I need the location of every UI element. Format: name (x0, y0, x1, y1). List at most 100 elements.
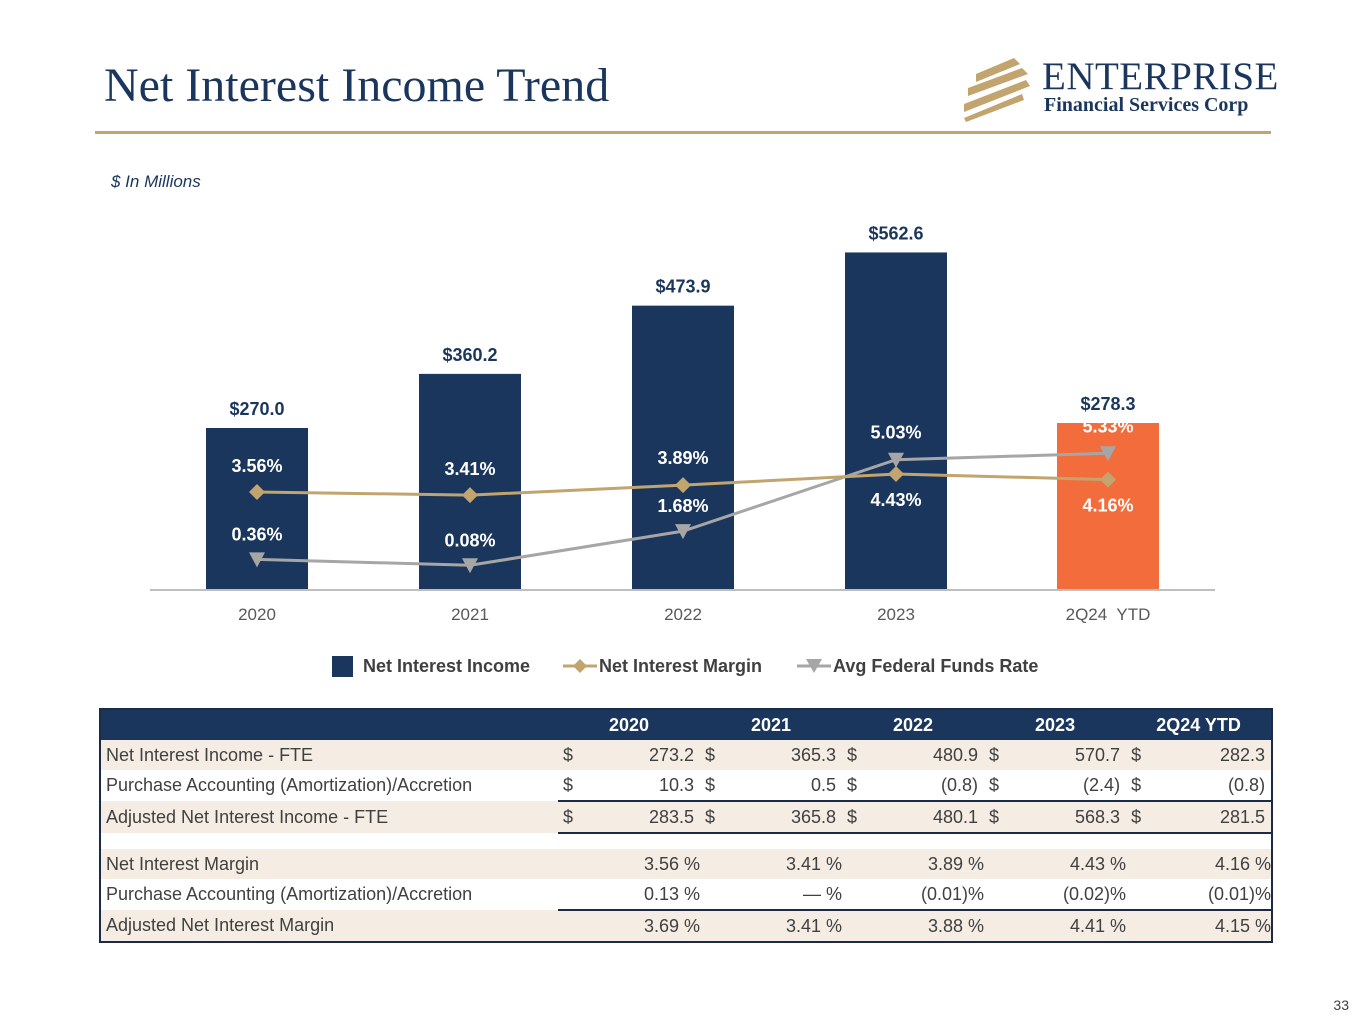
page-number: 33 (1333, 997, 1349, 1013)
data-label-net-interest-margin: 3.41% (444, 459, 495, 479)
table-row: Purchase Accounting (Amortization)/Accre… (100, 879, 1272, 910)
data-label-net-interest-margin: 4.16% (1082, 496, 1133, 516)
currency-symbol: $ (558, 740, 600, 770)
table-cell: 283.5 (600, 800, 701, 834)
legend-diamond-icon (563, 659, 597, 673)
table-header-2q24-ytd: 2Q24 YTD (1126, 709, 1273, 740)
nii-reconciliation-table: 2020 2021 2022 2023 2Q24 YTD Net Interes… (99, 708, 1274, 943)
data-label-avg-federal-funds-rate: 0.08% (444, 530, 495, 550)
table-cell: 281.5 (1168, 800, 1273, 834)
table-spacer-row (100, 833, 1272, 849)
table-cell: (0.8) (1228, 774, 1266, 795)
net-interest-income-chart: $270.0 $360.2 $473.9 $562.6 $278.3 2020 2021 20… (150, 223, 1215, 624)
point-avg-federal-funds-rate (888, 452, 904, 468)
table-cell: (0.01)% (1208, 883, 1272, 904)
table-cell: 4.41 % (984, 909, 1127, 942)
bar-net-interest-income (632, 305, 734, 590)
data-label-net-interest-margin: 3.89% (657, 448, 708, 468)
table-cell: 4.43 % (984, 849, 1127, 879)
row-label: Adjusted Net Interest Margin (100, 910, 558, 942)
bar-value-label: $270.0 (229, 399, 284, 419)
currency-symbol: $ (842, 740, 885, 770)
x-tick-label: 2Q24 YTD (1066, 605, 1151, 624)
point-net-interest-margin (462, 487, 478, 504)
chart-legend: Net Interest Income Net Interest Margin … (0, 652, 1365, 680)
point-net-interest-margin (888, 466, 904, 482)
table-cell: 480.1 (884, 800, 985, 834)
bar-value-label: $278.3 (1080, 394, 1135, 414)
logo-stripes-icon (964, 58, 1030, 122)
legend-item-net-interest-margin: Net Interest Margin (563, 652, 762, 680)
x-tick-label: 2022 (664, 605, 702, 624)
point-avg-federal-funds-rate (1100, 446, 1116, 462)
point-net-interest-margin (249, 484, 265, 500)
data-label-avg-federal-funds-rate: 5.03% (870, 423, 921, 443)
legend-label-net-interest-margin: Net Interest Margin (599, 655, 763, 676)
x-tick-label: 2023 (877, 605, 915, 624)
legend-item-net-interest-income: Net Interest Income (332, 652, 530, 680)
bar-value-label: $360.2 (442, 345, 497, 365)
bar-value-label: $562.6 (868, 223, 923, 243)
table-row: Net Interest Margin 3.56 % 3.41 % 3.89 %… (100, 849, 1273, 879)
table-header-row: 2020 2021 2022 2023 2Q24 YTD (100, 709, 1273, 740)
table-cell: 480.9 (884, 740, 985, 770)
row-label: Purchase Accounting (Amortization)/Accre… (106, 775, 473, 795)
x-tick-label: 2020 (238, 605, 276, 624)
legend-label-avg-federal-funds-rate: Avg Federal Funds Rate (833, 655, 1039, 676)
row-label: Adjusted Net Interest Income - FTE (100, 801, 558, 833)
table-header-2022: 2022 (842, 709, 985, 740)
table-header-2020: 2020 (558, 709, 701, 740)
currency-symbol: $ (984, 800, 1027, 834)
data-label-net-interest-margin: 3.56% (231, 456, 282, 476)
table-header-blank (100, 709, 558, 740)
currency-symbol: $ (700, 740, 743, 770)
table-cell: 4.15 % (1126, 909, 1273, 942)
currency-symbol: $ (989, 774, 1000, 795)
table-cell: (0.01)% (921, 883, 985, 904)
currency-symbol: $ (1126, 800, 1169, 834)
table-cell: 3.89 % (842, 849, 985, 879)
table-cell: 273.2 (600, 740, 701, 770)
table-row: Purchase Accounting (Amortization)/Accre… (100, 770, 1272, 801)
point-net-interest-margin (675, 477, 691, 494)
page-title: Net Interest Income Trend (104, 59, 610, 112)
currency-symbol: $ (563, 774, 574, 795)
legend-triangle-icon (797, 659, 831, 673)
table-cell: 570.7 (1026, 740, 1127, 770)
currency-symbol: $ (1131, 774, 1142, 795)
table-cell: 4.16 % (1126, 849, 1273, 879)
currency-symbol: $ (1126, 740, 1169, 770)
table-cell: 3.69 % (558, 909, 701, 942)
legend-item-avg-federal-funds-rate: Avg Federal Funds Rate (797, 652, 1038, 680)
legend-label-net-interest-income: Net Interest Income (363, 655, 531, 676)
currency-symbol: $ (700, 800, 743, 834)
currency-symbol: $ (705, 774, 716, 795)
logo-subtitle: Financial Services Corp (1044, 94, 1249, 116)
row-label: Net Interest Margin (100, 849, 558, 879)
table-cell: 3.56 % (558, 849, 701, 879)
table-row: Net Interest Income - FTE $ 273.2 $ 365.… (100, 740, 1273, 770)
company-logo: ENTERPRISE Financial Services Corp (962, 55, 1278, 122)
currency-symbol: $ (842, 800, 885, 834)
table-cell: 3.41 % (700, 909, 843, 942)
legend-swatch-net-interest-income (332, 655, 353, 677)
bar-net-interest-income (845, 252, 947, 590)
row-label: Net Interest Income - FTE (100, 740, 558, 770)
table-cell: (0.8) (941, 774, 979, 795)
table-cell: 10.3 (658, 774, 695, 795)
table-cell: 365.8 (742, 800, 843, 834)
row-label: Purchase Accounting (Amortization)/Accre… (106, 884, 473, 904)
currency-symbol: $ (984, 740, 1027, 770)
units-note: $ In Millions (111, 172, 201, 191)
table-cell: 3.41 % (700, 849, 843, 879)
data-label-avg-federal-funds-rate: 5.33% (1082, 416, 1133, 436)
table-header-2023: 2023 (984, 709, 1127, 740)
currency-symbol: $ (558, 800, 600, 834)
title-divider (95, 131, 1271, 134)
table-cell: 0.5 (811, 774, 837, 795)
data-label-avg-federal-funds-rate: 1.68% (657, 496, 708, 516)
point-avg-federal-funds-rate (675, 524, 691, 540)
x-tick-label: 2021 (451, 605, 489, 624)
table-row: Adjusted Net Interest Income - FTE $ 283… (100, 800, 1273, 834)
table-header-2021: 2021 (700, 709, 843, 740)
